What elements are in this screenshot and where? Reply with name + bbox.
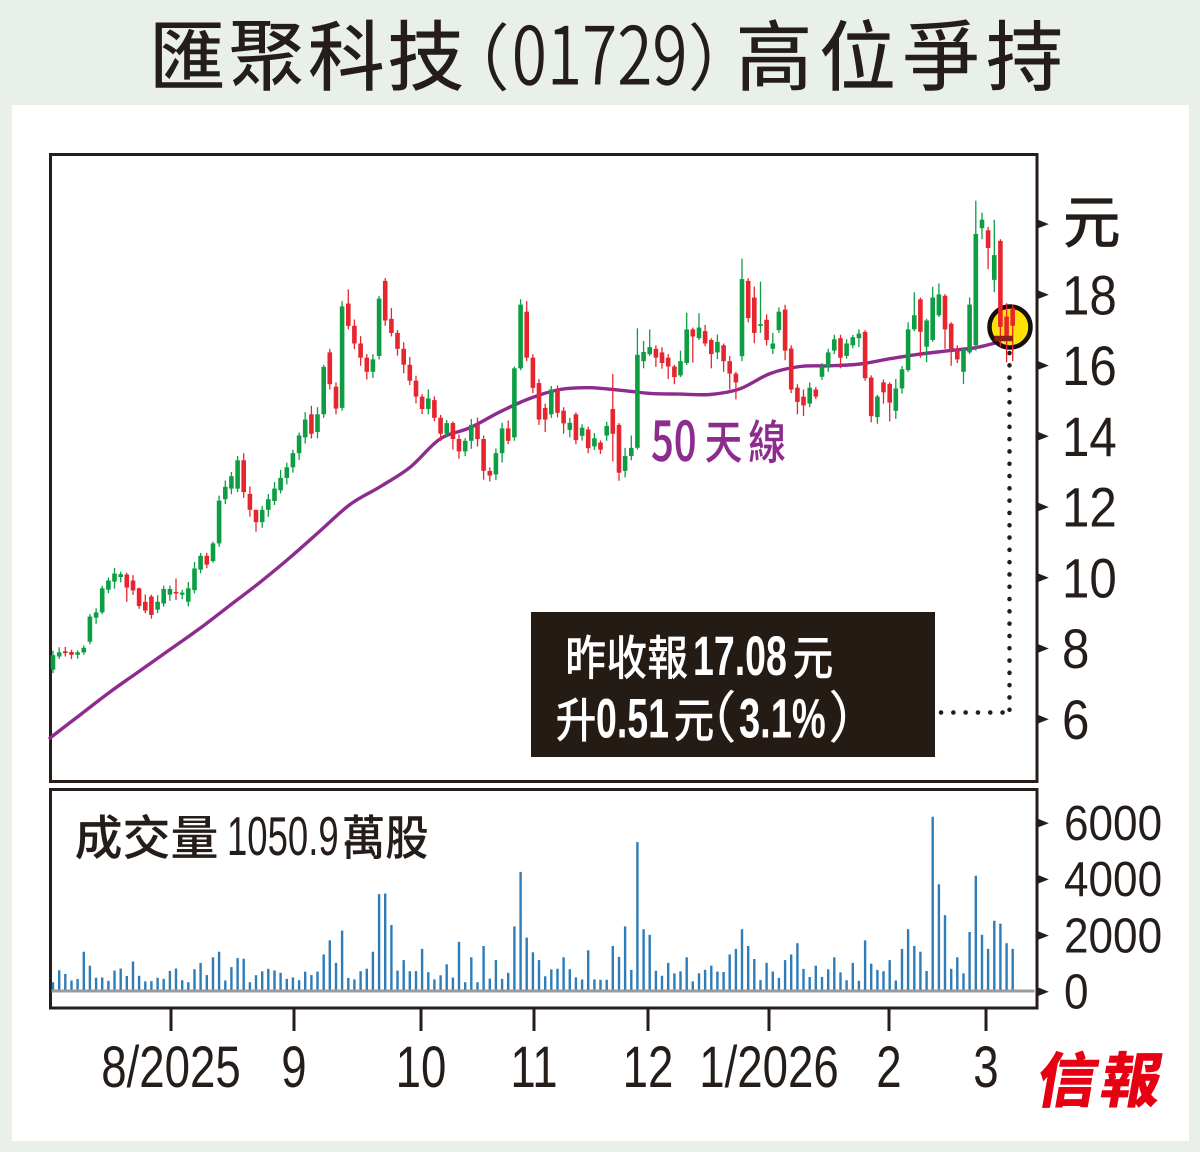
svg-text:3: 3 — [973, 1036, 998, 1101]
svg-text:0: 0 — [1064, 964, 1089, 1019]
svg-text:12: 12 — [623, 1036, 674, 1101]
svg-text:2: 2 — [876, 1036, 901, 1101]
svg-text:10: 10 — [1062, 548, 1117, 611]
svg-text:16: 16 — [1062, 335, 1117, 398]
svg-text:12: 12 — [1062, 477, 1117, 540]
svg-text:18: 18 — [1062, 265, 1117, 328]
svg-text:8: 8 — [1062, 618, 1089, 681]
svg-text:17.08: 17.08 — [693, 626, 787, 688]
svg-text:10: 10 — [396, 1036, 447, 1101]
svg-text:1050.9: 1050.9 — [227, 806, 339, 867]
svg-text:9: 9 — [281, 1036, 306, 1101]
svg-text:2000: 2000 — [1064, 908, 1162, 963]
svg-text:8/2025: 8/2025 — [101, 1036, 241, 1101]
svg-text:14: 14 — [1062, 406, 1117, 469]
svg-text:0.51: 0.51 — [596, 688, 669, 750]
svg-text:6000: 6000 — [1064, 796, 1162, 851]
svg-text:4000: 4000 — [1064, 852, 1162, 907]
svg-text:3.1%: 3.1% — [739, 688, 826, 750]
svg-text:6: 6 — [1062, 689, 1089, 752]
svg-text:11: 11 — [510, 1036, 557, 1101]
svg-text:1/2026: 1/2026 — [699, 1036, 839, 1101]
